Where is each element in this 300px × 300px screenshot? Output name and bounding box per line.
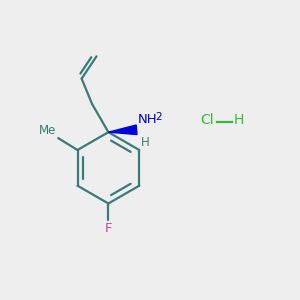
Text: NH: NH — [138, 113, 158, 126]
Text: F: F — [105, 222, 112, 235]
Text: 2: 2 — [155, 112, 162, 122]
Text: H: H — [233, 113, 244, 127]
Text: H: H — [141, 136, 150, 149]
Polygon shape — [108, 125, 137, 134]
Text: Me: Me — [39, 124, 57, 137]
Text: Cl: Cl — [200, 113, 214, 127]
